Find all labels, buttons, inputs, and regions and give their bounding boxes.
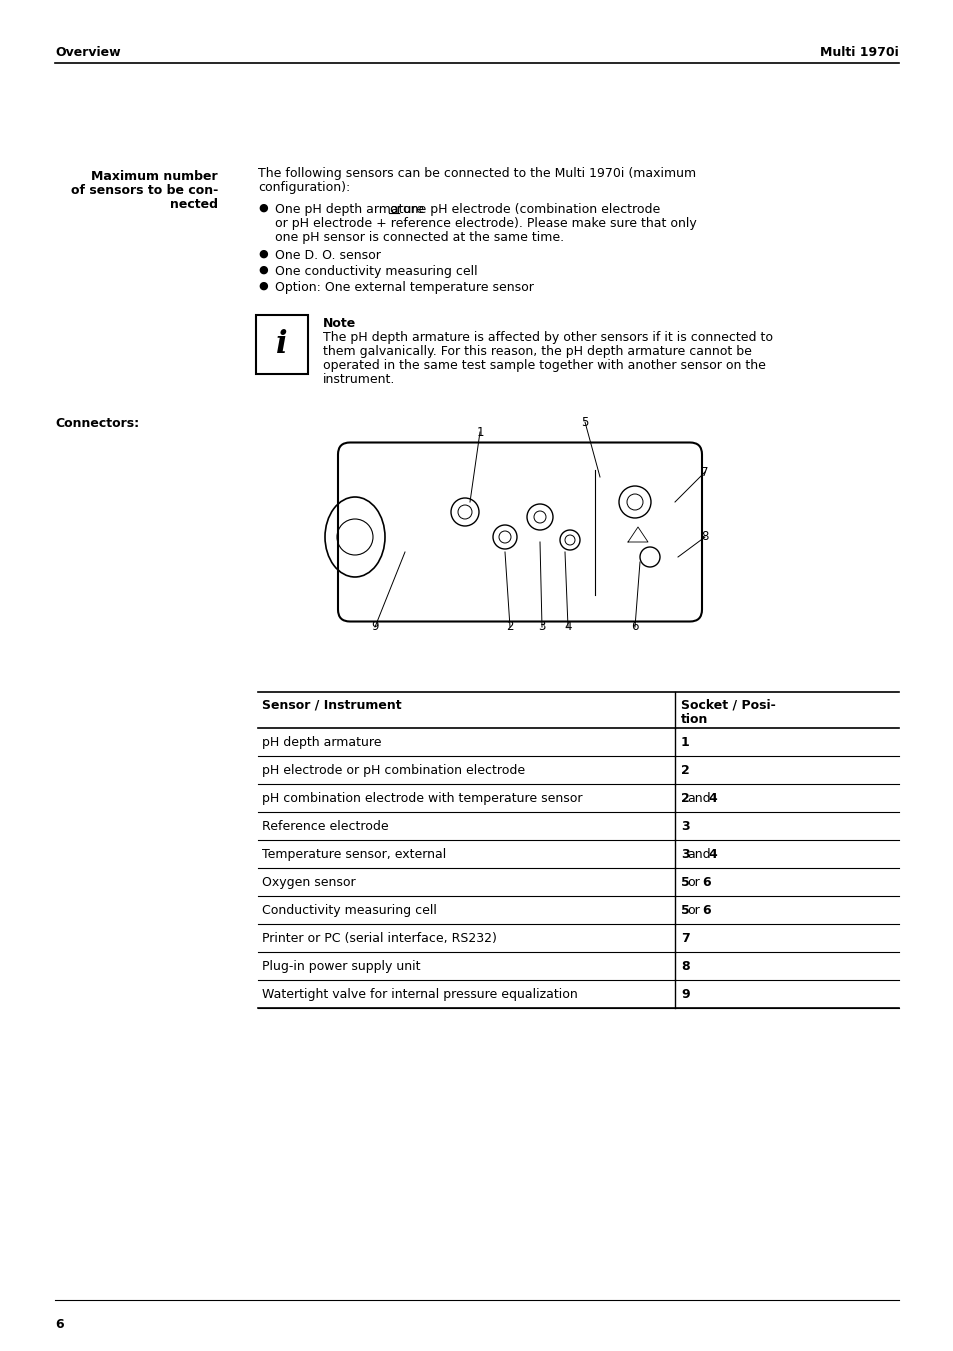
Text: one pH sensor is connected at the same time.: one pH sensor is connected at the same t… <box>274 231 563 245</box>
Text: Watertight valve for internal pressure equalization: Watertight valve for internal pressure e… <box>262 988 578 1001</box>
Text: 1: 1 <box>476 426 483 439</box>
Text: 2: 2 <box>506 620 514 634</box>
Text: Maximum number: Maximum number <box>91 170 218 182</box>
Text: The following sensors can be connected to the Multi 1970i (maximum: The following sensors can be connected t… <box>257 168 696 180</box>
Text: 2: 2 <box>680 765 689 777</box>
Text: pH electrode or pH combination electrode: pH electrode or pH combination electrode <box>262 765 524 777</box>
Text: 7: 7 <box>680 932 689 944</box>
Text: Plug-in power supply unit: Plug-in power supply unit <box>262 961 420 973</box>
Text: 6: 6 <box>701 875 710 889</box>
Text: operated in the same test sample together with another sensor on the: operated in the same test sample togethe… <box>323 359 765 372</box>
Text: nected: nected <box>170 199 218 211</box>
Text: Reference electrode: Reference electrode <box>262 820 388 834</box>
Text: them galvanically. For this reason, the pH depth armature cannot be: them galvanically. For this reason, the … <box>323 345 751 358</box>
Text: ●: ● <box>257 281 268 290</box>
Text: 9: 9 <box>680 988 689 1001</box>
Text: of sensors to be con-: of sensors to be con- <box>71 184 218 197</box>
Text: and: and <box>687 792 710 805</box>
FancyBboxPatch shape <box>337 443 701 621</box>
Text: 4: 4 <box>707 792 716 805</box>
Text: Overview: Overview <box>55 46 120 58</box>
Text: Oxygen sensor: Oxygen sensor <box>262 875 355 889</box>
Text: Multi 1970i: Multi 1970i <box>820 46 898 58</box>
Text: 7: 7 <box>700 466 708 478</box>
Text: Sensor / Instrument: Sensor / Instrument <box>262 698 401 712</box>
Text: Socket / Posi-: Socket / Posi- <box>680 698 775 712</box>
Text: 5: 5 <box>680 904 689 917</box>
Text: i: i <box>276 330 288 359</box>
Text: or: or <box>389 203 401 216</box>
Text: 5: 5 <box>680 875 689 889</box>
Text: 1: 1 <box>680 736 689 748</box>
Text: The pH depth armature is affected by other sensors if it is connected to: The pH depth armature is affected by oth… <box>323 331 772 345</box>
Text: 8: 8 <box>680 961 689 973</box>
Text: 8: 8 <box>700 531 708 543</box>
Text: Printer or PC (serial interface, RS232): Printer or PC (serial interface, RS232) <box>262 932 497 944</box>
Text: or: or <box>687 875 700 889</box>
Text: 6: 6 <box>701 904 710 917</box>
Text: pH combination electrode with temperature sensor: pH combination electrode with temperatur… <box>262 792 582 805</box>
Text: configuration):: configuration): <box>257 181 350 195</box>
Text: and: and <box>687 848 710 861</box>
Text: Note: Note <box>323 317 355 330</box>
Text: 3: 3 <box>680 820 689 834</box>
Text: 2: 2 <box>680 792 689 805</box>
Text: ●: ● <box>257 265 268 276</box>
Text: One pH depth armature: One pH depth armature <box>274 203 428 216</box>
Text: 6: 6 <box>55 1319 64 1331</box>
Text: ●: ● <box>257 203 268 213</box>
Text: 6: 6 <box>631 620 639 634</box>
Text: Connectors:: Connectors: <box>55 417 139 430</box>
FancyBboxPatch shape <box>255 315 308 374</box>
Text: 4: 4 <box>707 848 716 861</box>
Text: instrument.: instrument. <box>323 373 395 386</box>
Text: pH depth armature: pH depth armature <box>262 736 381 748</box>
Text: One D. O. sensor: One D. O. sensor <box>274 249 380 262</box>
Text: 9: 9 <box>371 620 378 634</box>
Text: tion: tion <box>680 713 708 725</box>
Text: 3: 3 <box>537 620 545 634</box>
Text: 4: 4 <box>563 620 571 634</box>
Text: 3: 3 <box>680 848 689 861</box>
Text: or: or <box>687 904 700 917</box>
Text: ●: ● <box>257 249 268 259</box>
Text: one pH electrode (combination electrode: one pH electrode (combination electrode <box>399 203 659 216</box>
Text: Temperature sensor, external: Temperature sensor, external <box>262 848 446 861</box>
Text: 5: 5 <box>580 416 588 428</box>
Text: One conductivity measuring cell: One conductivity measuring cell <box>274 265 477 278</box>
Text: Conductivity measuring cell: Conductivity measuring cell <box>262 904 436 917</box>
Text: or pH electrode + reference electrode). Please make sure that only: or pH electrode + reference electrode). … <box>274 218 696 230</box>
Text: Option: One external temperature sensor: Option: One external temperature sensor <box>274 281 534 295</box>
